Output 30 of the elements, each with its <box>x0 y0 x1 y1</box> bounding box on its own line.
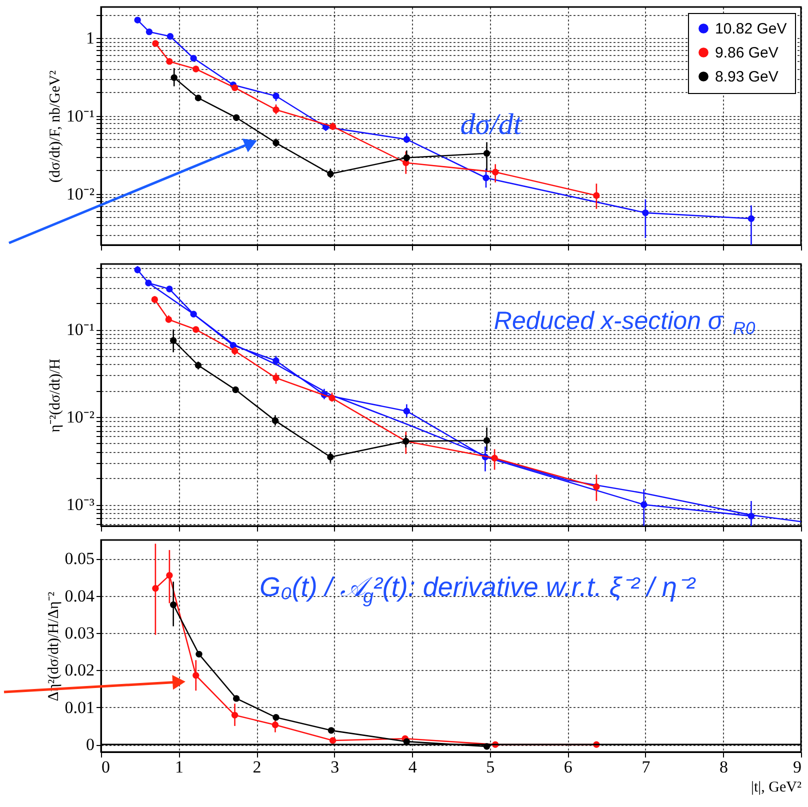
legend-label: 10.82 GeV <box>715 20 787 38</box>
x-tick-label: 2 <box>252 758 262 776</box>
y-tick-label: 0.03 <box>64 623 94 642</box>
y-tick-label: 0.04 <box>64 586 95 606</box>
y-axis-title: Δη²(dσ/dt)/H/Δη⁻² <box>46 591 62 702</box>
y-tick-label: 10⁻² <box>66 184 94 204</box>
y-tick-label: 10⁻¹ <box>66 106 94 126</box>
x-tick-label: 0 <box>102 758 110 776</box>
x-tick-label: 4 <box>408 758 418 776</box>
x-tick-label: 5 <box>486 758 495 776</box>
y-tick-label: 10⁻¹ <box>66 320 94 340</box>
y-tick-label: 0 <box>86 735 94 754</box>
y-tick-label: 0.05 <box>64 549 94 568</box>
x-tick-label: 6 <box>564 758 572 776</box>
y-tick-label: 1 <box>86 28 94 48</box>
x-tick-label: 3 <box>330 758 340 776</box>
legend-label: 8.93 GeV <box>715 68 778 86</box>
x-tick-label: 1 <box>175 758 184 776</box>
annotation: dσ/dt <box>460 108 522 141</box>
y-axis-title: (dσ/dt)/F, nb/GeV² <box>47 70 64 183</box>
y-tick-label: 10⁻³ <box>66 495 94 514</box>
legend-label: 9.86 GeV <box>715 44 778 62</box>
y-tick-label: 10⁻² <box>66 408 94 427</box>
x-axis-title: |t|, GeV² <box>751 780 802 796</box>
y-axis-title: η⁻²(dσ/dt)/H <box>47 358 64 432</box>
x-tick-label: 9 <box>793 758 802 776</box>
x-tick-label: 7 <box>642 758 651 776</box>
y-tick-label: 0.01 <box>64 698 94 717</box>
x-tick-label: 8 <box>719 758 728 776</box>
y-tick-label: 0.02 <box>64 660 94 680</box>
